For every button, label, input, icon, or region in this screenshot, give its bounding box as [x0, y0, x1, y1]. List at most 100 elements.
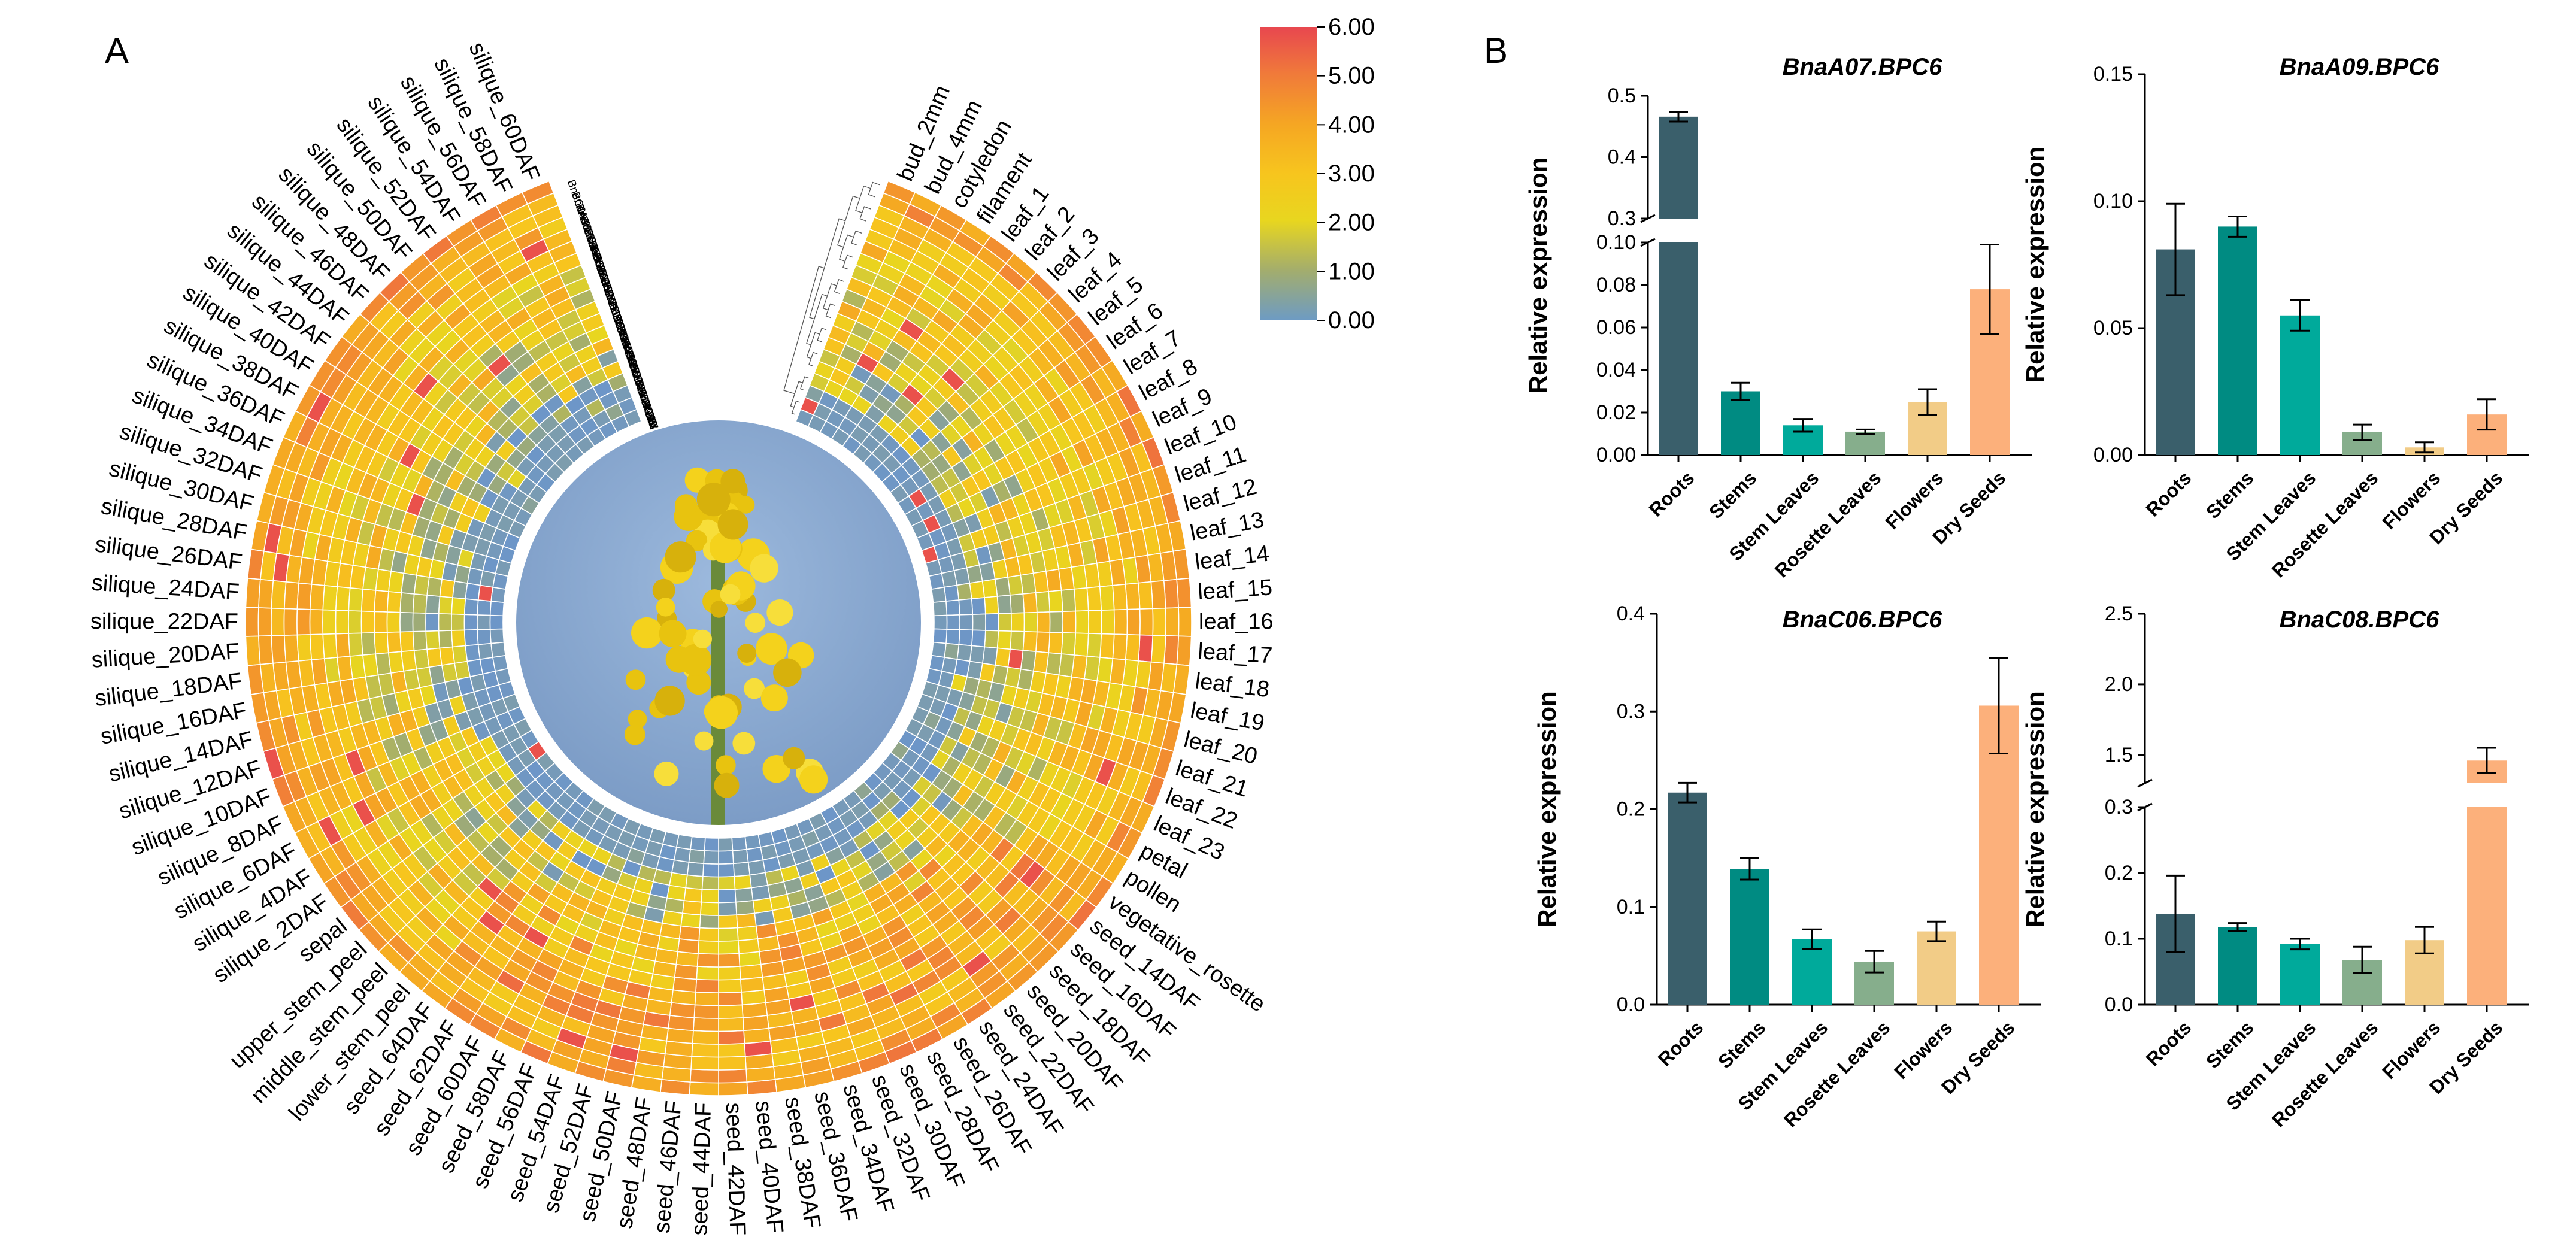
heatmap-cell: [946, 614, 960, 630]
chart-title: BnaA09.BPC6: [2280, 54, 2440, 80]
bar: [1917, 931, 1956, 1005]
bar-upper: [1659, 116, 1698, 219]
heatmap-cell: [718, 875, 736, 890]
heatmap-cell: [1125, 634, 1141, 662]
heatmap-cell: [689, 1068, 719, 1084]
heatmap-cell: [296, 608, 311, 636]
heatmap-cell: [698, 940, 719, 955]
heatmap-cell: [322, 633, 338, 659]
chart-title: BnaC08.BPC6: [2280, 607, 2440, 633]
heatmap-cell: [374, 590, 389, 613]
heatmap-cell: [348, 587, 364, 612]
y-tick-label: 0.1: [1617, 896, 1645, 918]
heatmap-cell: [674, 963, 698, 980]
panel-a-label: A: [105, 31, 129, 71]
dendrogram-branch: [851, 230, 862, 246]
heatmap-cell: [718, 837, 734, 852]
heatmap-cell: [689, 1081, 719, 1096]
y-tick-label: 0.0: [1617, 993, 1645, 1016]
heatmap-cell: [718, 1030, 745, 1045]
heatmap-cell: [477, 599, 492, 616]
heatmap-cell: [451, 645, 468, 664]
heatmap-cell: [399, 631, 415, 653]
heatmap-cell: [734, 887, 754, 903]
heatmap-cell: [399, 592, 415, 614]
heatmap-cell: [412, 612, 427, 632]
heatmap-cell: [335, 586, 351, 611]
heatmap-cell: [489, 628, 505, 644]
y-tick-label: 2.5: [2105, 602, 2133, 625]
heatmap-cell: [675, 951, 699, 967]
heatmap-cell: [386, 591, 402, 613]
x-tick-label: Stems: [1705, 467, 1760, 523]
heatmap-cell: [257, 607, 272, 637]
heatmap-cell: [718, 991, 743, 1006]
chart-title: BnaC06.BPC6: [1783, 607, 1943, 633]
flower-blossom: [717, 509, 748, 540]
heatmap-cell: [688, 848, 705, 865]
heatmap-cell: [739, 963, 763, 980]
heatmap-cell: [1048, 590, 1063, 613]
flower-blossom: [659, 620, 687, 648]
flower-blossom: [783, 747, 805, 769]
x-tick-label: Rosette Leaves: [2268, 467, 2382, 581]
heatmap-cell: [718, 978, 742, 993]
heatmap-cell: [996, 630, 1012, 650]
flower-blossom: [737, 496, 755, 514]
heatmap-cell: [683, 887, 703, 903]
dendrogram-branch: [834, 279, 844, 294]
heatmap-cell: [490, 641, 507, 658]
heatmap-cell: [360, 632, 377, 656]
y-tick-label: 0.08: [1596, 274, 1636, 296]
heatmap-cell: [296, 634, 313, 662]
dendrogram-branch: [806, 332, 820, 359]
heatmap-cell: [945, 599, 960, 616]
tissue-label: leaf_16: [1199, 609, 1274, 634]
flower-blossom: [745, 613, 766, 633]
heatmap-cell: [718, 966, 741, 981]
tissue-label: silique_22DAF: [90, 609, 238, 634]
bar-panel: BnaC08.BPC6 Relative expression 0.0 0.1 0.2 0…: [2021, 602, 2529, 1131]
heatmap-cell: [309, 608, 324, 635]
flower-blossom: [654, 761, 679, 786]
heatmap-cell: [310, 583, 325, 611]
heatmap-cell: [452, 580, 468, 599]
heatmap-cell: [463, 629, 479, 647]
x-tick-label: Roots: [2142, 1017, 2196, 1071]
heatmap-cell: [744, 833, 762, 850]
x-tick-label: Stems: [2202, 467, 2257, 523]
heatmap-cell: [704, 837, 719, 852]
heatmap-cell: [690, 836, 706, 851]
heatmap-cell: [718, 1056, 747, 1071]
heatmap-cell: [309, 633, 325, 660]
x-tick-label: Rosette Leaves: [1780, 1017, 1894, 1131]
heatmap-cell: [1023, 611, 1038, 633]
y-tick-label: 0.00: [2093, 444, 2133, 466]
y-tick-label: 0.06: [1596, 316, 1636, 339]
tissue-label: leaf_15: [1197, 575, 1273, 605]
heatmap-cell: [1112, 633, 1128, 660]
colorbar-tick-label: 6.00: [1328, 14, 1375, 40]
heatmap-cell: [718, 940, 740, 955]
heatmap-cell: [1022, 592, 1038, 614]
heatmap-cell: [692, 1030, 719, 1045]
x-tick-label: Stems: [1714, 1017, 1769, 1072]
y-tick-label: 0.04: [1596, 359, 1636, 381]
tissue-label: seed_46DAF: [650, 1100, 687, 1235]
heatmap-cell: [984, 613, 999, 632]
chart-title: BnaA07.BPC6: [1783, 54, 1943, 80]
y-axis-label: Relative expression: [1533, 691, 1561, 927]
y-tick-label: 2.0: [2105, 673, 2133, 696]
heatmap-cell: [996, 595, 1012, 614]
dendrogram-branch: [825, 303, 836, 319]
dendrogram-branch: [809, 218, 845, 320]
heatmap-cell: [1126, 608, 1141, 636]
y-tick-label: 0.4: [1608, 146, 1636, 169]
dendrogram-branch: [791, 400, 800, 415]
heatmap-cell: [1010, 612, 1025, 632]
bar-panel: BnaA07.BPC6 Relative expression 0.00 0.02 0.…: [1524, 54, 2032, 581]
dendrogram-branch: [790, 381, 803, 408]
x-tick-label: Roots: [1645, 467, 1699, 521]
dendrogram-branch: [839, 234, 854, 262]
